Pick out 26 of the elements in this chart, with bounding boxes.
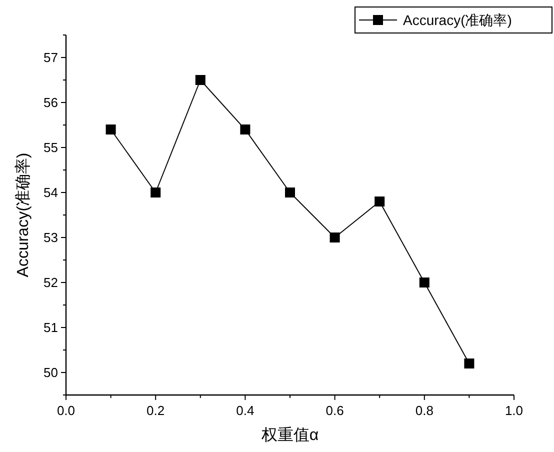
point	[419, 278, 430, 288]
x-tick-label: 0.8	[415, 403, 434, 418]
x-tick-label: 0.0	[56, 403, 76, 418]
legend-label: Accuracy(准确率)	[403, 12, 512, 28]
x-tick-label: 0.2	[146, 403, 165, 418]
y-tick-label: 56	[44, 95, 58, 110]
point	[330, 232, 340, 242]
y-tick-label: 50	[44, 365, 58, 380]
y-tick-label: 57	[44, 50, 58, 65]
point	[150, 188, 161, 198]
y-tick-label: 52	[44, 275, 58, 290]
point	[374, 196, 385, 206]
point	[106, 124, 116, 134]
y-tick-label: 54	[44, 185, 58, 200]
point	[285, 188, 295, 198]
y-tick-label: 55	[44, 140, 58, 155]
x-tick-label: 0.4	[236, 403, 254, 418]
y-tick-label: 51	[44, 320, 58, 335]
x-axis-title: 权重值α	[260, 426, 319, 444]
y-tick-label: 53	[44, 230, 58, 245]
point	[464, 358, 474, 368]
x-tick-label: 0.6	[326, 403, 344, 418]
y-axis-title: Accuracy(准确率)	[14, 152, 32, 278]
point	[240, 124, 250, 134]
x-tick-label: 1.0	[504, 403, 524, 418]
point	[195, 75, 206, 85]
